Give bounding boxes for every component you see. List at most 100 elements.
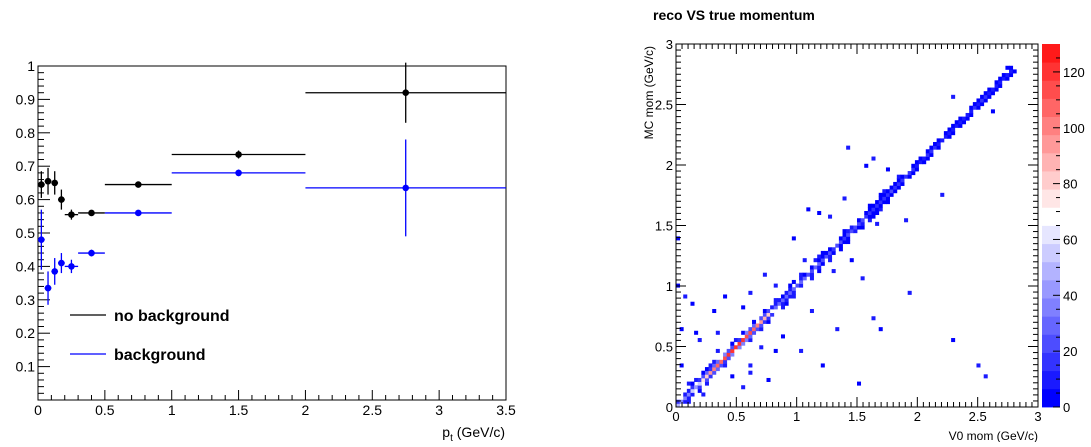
heatmap-cell bbox=[802, 258, 807, 263]
heatmap-cell bbox=[766, 308, 771, 314]
legend-label-background: background bbox=[114, 347, 206, 364]
heatmap-cell bbox=[773, 305, 778, 310]
heatmap-cell bbox=[809, 272, 814, 277]
heatmap-cell bbox=[900, 174, 905, 179]
heatmap-cell bbox=[838, 236, 843, 241]
z-tick-label: 100 bbox=[1063, 121, 1085, 136]
heatmap-cell bbox=[983, 98, 988, 103]
heatmap-cell bbox=[726, 348, 731, 353]
heatmap-cell bbox=[813, 258, 818, 263]
heatmap-cell bbox=[878, 203, 883, 208]
heatmap-cell bbox=[933, 142, 938, 147]
heatmap-cell bbox=[752, 327, 757, 332]
color-scale-swatch bbox=[1042, 207, 1060, 226]
heatmap-y-axis: 0 0.5 1 1.5 2 2.5 3 bbox=[655, 37, 1038, 415]
heatmap-cell bbox=[784, 294, 789, 299]
data-point bbox=[402, 184, 410, 192]
heatmap-cell bbox=[857, 381, 862, 386]
heatmap-cell bbox=[857, 225, 862, 230]
data-point bbox=[51, 268, 59, 275]
heatmap-cell bbox=[752, 319, 757, 324]
heatmap-cell bbox=[947, 127, 952, 132]
heatmap-cell bbox=[723, 356, 728, 361]
heatmap-cell bbox=[686, 396, 691, 401]
heatmap-cell bbox=[799, 276, 804, 281]
heatmap-cell bbox=[875, 210, 880, 216]
heatmap-cell bbox=[925, 152, 930, 157]
color-scale-swatch bbox=[1042, 298, 1060, 317]
color-scale-swatch bbox=[1042, 98, 1060, 117]
heatmap-cell bbox=[723, 294, 728, 299]
heatmap-cell bbox=[817, 254, 822, 259]
heatmap-cell bbox=[867, 203, 872, 208]
heatmap-title: reco VS true momentum bbox=[653, 7, 815, 23]
heatmap-cell bbox=[958, 120, 963, 125]
y-tick-label: 0.7 bbox=[16, 158, 36, 174]
x-tick-label: 2.5 bbox=[969, 409, 987, 424]
heatmap-cell bbox=[813, 265, 818, 270]
heatmap-cell bbox=[799, 283, 804, 288]
heatmap-cell bbox=[994, 80, 999, 85]
heatmap-cell bbox=[806, 207, 811, 212]
heatmap-cell bbox=[976, 105, 981, 110]
heatmap-cell bbox=[762, 308, 767, 314]
heatmap-cell bbox=[773, 283, 778, 288]
y-tick-label: 0.5 bbox=[655, 340, 673, 355]
y-tick-label: 0.6 bbox=[16, 192, 36, 208]
heatmap-cell bbox=[762, 272, 767, 277]
heatmap-cell bbox=[683, 392, 688, 397]
heatmap-cell bbox=[741, 341, 746, 346]
heatmap-cell bbox=[766, 319, 771, 324]
heatmap-cell bbox=[980, 102, 985, 107]
heatmap-cell bbox=[697, 338, 702, 343]
heatmap-cell bbox=[704, 370, 709, 375]
heatmap-cell bbox=[965, 116, 970, 121]
heatmap-cell bbox=[951, 131, 956, 136]
data-point bbox=[44, 284, 52, 292]
heatmap-cell bbox=[683, 294, 688, 299]
heatmap-cell bbox=[784, 301, 789, 306]
data-point bbox=[134, 209, 142, 217]
color-scale-swatch bbox=[1042, 62, 1060, 81]
color-scale-swatch bbox=[1042, 44, 1060, 63]
heatmap-cell bbox=[686, 388, 691, 393]
heatmap-cell bbox=[730, 341, 735, 346]
heatmap-cell bbox=[802, 276, 807, 281]
heatmap-cell bbox=[791, 279, 796, 284]
heatmap-cell bbox=[918, 160, 923, 165]
heatmap-cell bbox=[817, 210, 822, 216]
heatmap-cell bbox=[893, 181, 898, 186]
heatmap-cell bbox=[885, 167, 890, 172]
heatmap-cell bbox=[762, 316, 767, 321]
heatmap-cell bbox=[752, 330, 757, 335]
y-tick-label: 0.3 bbox=[16, 292, 36, 308]
z-tick-label: 40 bbox=[1063, 288, 1077, 303]
heatmap-cell bbox=[737, 338, 742, 343]
heatmap-cell bbox=[882, 189, 887, 194]
heatmap-cell bbox=[983, 94, 988, 99]
heatmap-cell bbox=[842, 196, 847, 201]
heatmap-cell bbox=[864, 214, 869, 219]
heatmap-cell bbox=[762, 312, 767, 317]
heatmap-cell bbox=[744, 334, 749, 339]
heatmap-cell bbox=[925, 149, 930, 154]
heatmap-cell bbox=[802, 272, 807, 277]
heatmap-cell bbox=[712, 367, 717, 372]
heatmap-cell bbox=[770, 312, 775, 317]
heatmap-cell bbox=[951, 127, 956, 132]
heatmap-cell bbox=[929, 149, 934, 154]
heatmap-cell bbox=[730, 348, 735, 353]
heatmap-cell bbox=[820, 258, 825, 263]
heatmap-color-scale: 0 20 40 60 80 100 120 bbox=[1042, 44, 1085, 415]
heatmap-cell bbox=[882, 192, 887, 197]
heatmap-cell bbox=[864, 163, 869, 168]
heatmap-cell bbox=[831, 247, 836, 252]
color-scale-swatch bbox=[1042, 279, 1060, 299]
heatmap-cell bbox=[824, 250, 829, 255]
heatmap-cell bbox=[943, 134, 948, 139]
heatmap-cell bbox=[875, 203, 880, 208]
heatmap-cell bbox=[828, 254, 833, 259]
heatmap-cell bbox=[871, 156, 876, 161]
heatmap-cell bbox=[838, 240, 843, 245]
